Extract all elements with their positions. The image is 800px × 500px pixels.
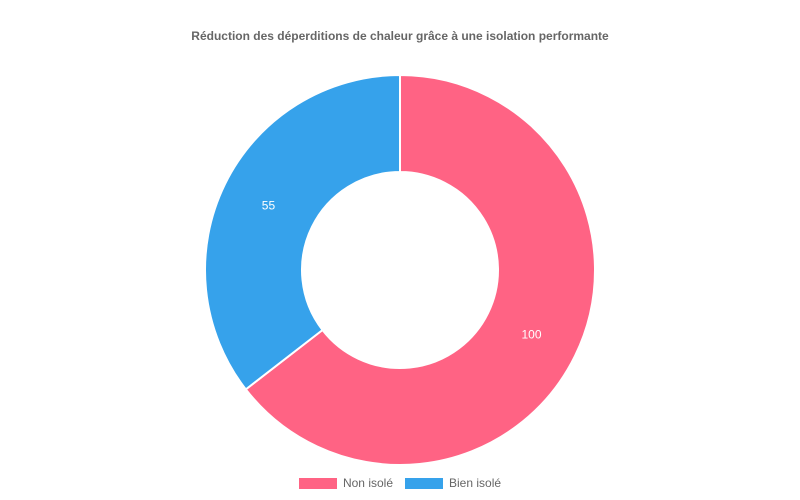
legend-swatch [298,477,337,489]
legend-item-non-isole[interactable]: Non isolé [298,476,393,490]
legend-item-bien-isole[interactable]: Bien isolé [405,476,501,490]
legend-swatch [405,477,443,489]
data-label: 100 [522,328,542,342]
legend-label: Non isolé [342,476,393,490]
chart-title: Réduction des déperditions de chaleur gr… [191,29,609,43]
data-label: 55 [262,198,276,212]
legend-label: Bien isolé [449,476,502,490]
legend: Non isolé Bien isolé [0,476,800,490]
slice-non-isol-[interactable] [244,73,596,466]
slice-bien-isol-[interactable] [204,73,401,391]
